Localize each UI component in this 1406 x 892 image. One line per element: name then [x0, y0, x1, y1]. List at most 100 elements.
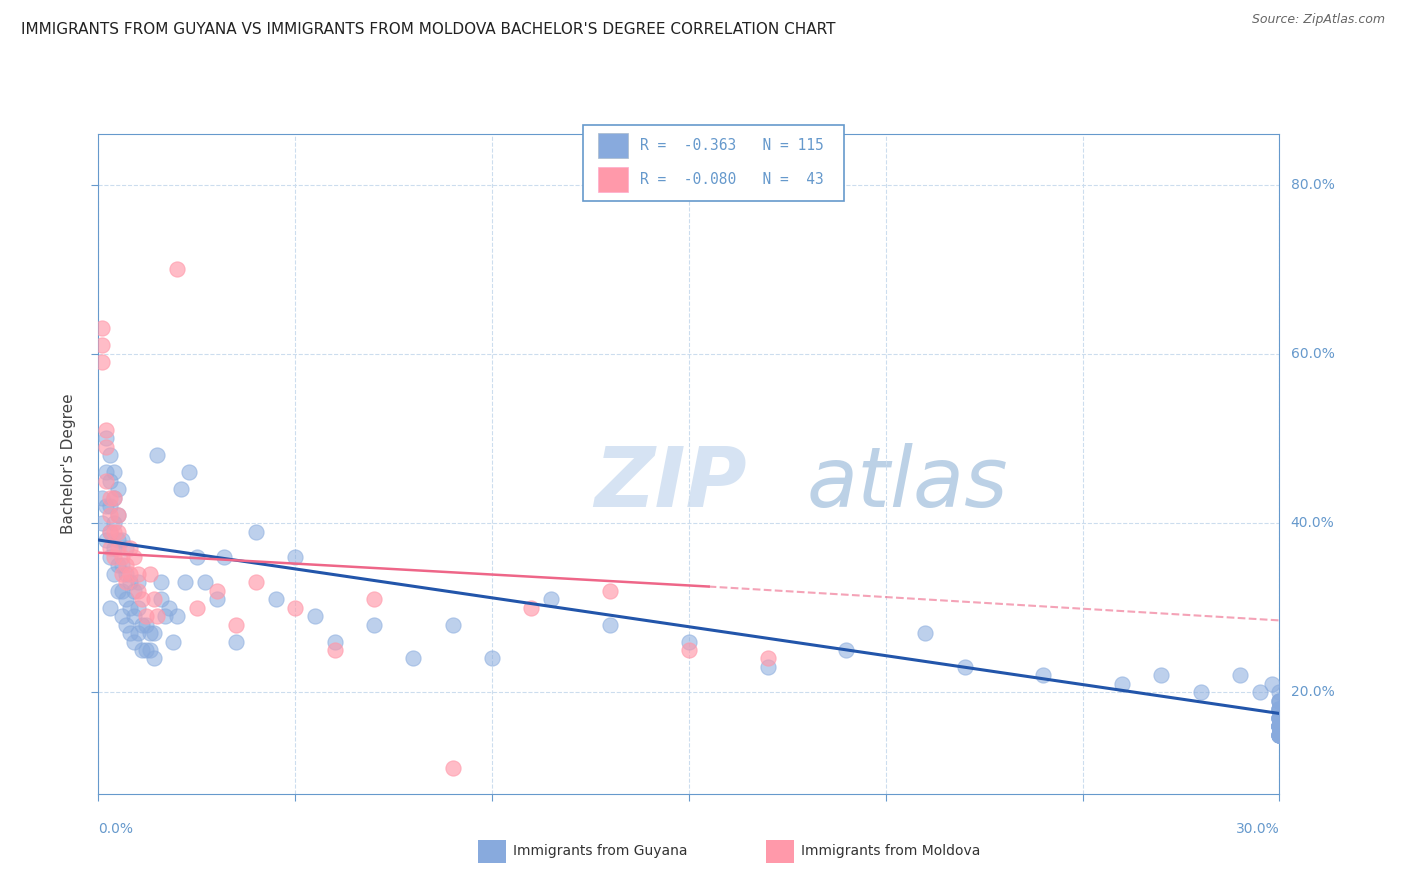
Point	[98, 449, 121, 463]
Point	[205, 592, 228, 607]
Point	[96, 465, 118, 479]
Point	[1032, 668, 1054, 682]
Point	[135, 643, 157, 657]
Point	[441, 762, 464, 776]
Point	[304, 609, 326, 624]
Point	[98, 474, 121, 488]
Point	[1268, 728, 1291, 742]
Point	[953, 660, 976, 674]
Point	[142, 592, 165, 607]
Point	[111, 533, 134, 547]
Point	[1268, 728, 1291, 742]
Point	[135, 617, 157, 632]
Text: 80.0%: 80.0%	[1291, 178, 1334, 192]
Point	[1268, 719, 1291, 733]
Text: IMMIGRANTS FROM GUYANA VS IMMIGRANTS FROM MOLDOVA BACHELOR'S DEGREE CORRELATION : IMMIGRANTS FROM GUYANA VS IMMIGRANTS FRO…	[21, 22, 835, 37]
Point	[131, 617, 153, 632]
Point	[107, 533, 129, 547]
Point	[1268, 719, 1291, 733]
Point	[98, 600, 121, 615]
Point	[111, 583, 134, 598]
Y-axis label: Bachelor's Degree: Bachelor's Degree	[60, 393, 76, 534]
Point	[245, 524, 267, 539]
Point	[150, 575, 173, 590]
Point	[1268, 702, 1291, 716]
Point	[174, 575, 197, 590]
Point	[177, 465, 200, 479]
Point	[1268, 719, 1291, 733]
Point	[186, 549, 208, 564]
Point	[107, 541, 129, 556]
Point	[1268, 711, 1291, 725]
Point	[91, 355, 114, 369]
Point	[678, 643, 700, 657]
Point	[122, 609, 145, 624]
Point	[1260, 677, 1282, 691]
Point	[1268, 719, 1291, 733]
Point	[127, 583, 149, 598]
Point	[122, 583, 145, 598]
Point	[107, 558, 129, 573]
Point	[756, 660, 779, 674]
Point	[1268, 694, 1291, 708]
Point	[599, 617, 621, 632]
Point	[1268, 711, 1291, 725]
Point	[91, 338, 114, 352]
Point	[118, 541, 141, 556]
Point	[1268, 685, 1291, 699]
Point	[127, 566, 149, 581]
Point	[245, 575, 267, 590]
Point	[107, 583, 129, 598]
Point	[402, 651, 425, 665]
Point	[1268, 728, 1291, 742]
Point	[1268, 702, 1291, 716]
Point	[599, 583, 621, 598]
Point	[205, 583, 228, 598]
Point	[115, 617, 138, 632]
Text: Source: ZipAtlas.com: Source: ZipAtlas.com	[1251, 13, 1385, 27]
Point	[96, 533, 118, 547]
Point	[122, 549, 145, 564]
Point	[142, 626, 165, 640]
Point	[157, 600, 180, 615]
Point	[138, 626, 160, 640]
Point	[118, 626, 141, 640]
Point	[186, 600, 208, 615]
Point	[103, 491, 125, 505]
Text: Immigrants from Guyana: Immigrants from Guyana	[513, 844, 688, 858]
Point	[107, 524, 129, 539]
Point	[284, 549, 307, 564]
Point	[131, 592, 153, 607]
Point	[1268, 719, 1291, 733]
Point	[107, 482, 129, 496]
Point	[115, 541, 138, 556]
Point	[138, 566, 160, 581]
Point	[150, 592, 173, 607]
Point	[363, 592, 385, 607]
Point	[155, 609, 177, 624]
Point	[1268, 694, 1291, 708]
Point	[115, 575, 138, 590]
Point	[98, 541, 121, 556]
Point	[225, 617, 247, 632]
Point	[1189, 685, 1212, 699]
Point	[115, 558, 138, 573]
Point	[131, 643, 153, 657]
Point	[96, 440, 118, 454]
Point	[91, 321, 114, 335]
Point	[1268, 719, 1291, 733]
Point	[135, 609, 157, 624]
Point	[1268, 728, 1291, 742]
Point	[103, 566, 125, 581]
Point	[98, 491, 121, 505]
Point	[1229, 668, 1251, 682]
Point	[323, 643, 346, 657]
Point	[146, 609, 169, 624]
Point	[111, 566, 134, 581]
Point	[96, 474, 118, 488]
Point	[1268, 694, 1291, 708]
Point	[91, 516, 114, 530]
Point	[146, 449, 169, 463]
Point	[1268, 702, 1291, 716]
Text: Immigrants from Moldova: Immigrants from Moldova	[801, 844, 981, 858]
